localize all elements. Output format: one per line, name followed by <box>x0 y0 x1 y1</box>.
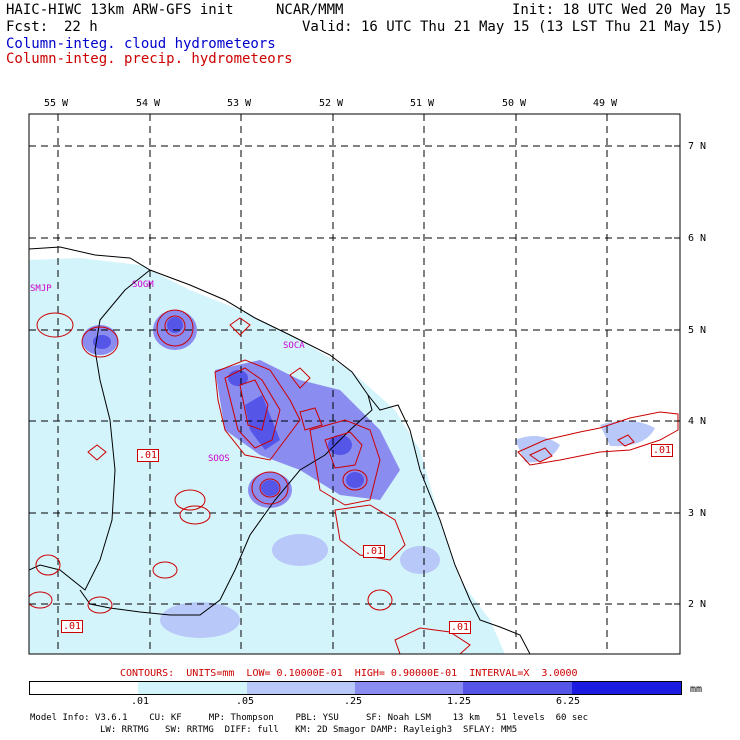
lon-label-54w: 54 W <box>136 98 161 109</box>
scale-swatch-3 <box>355 682 463 694</box>
model-info-line1: Model Info: V3.6.1 CU: KF MP: Thompson P… <box>30 713 589 723</box>
scale-swatch-2 <box>247 682 355 694</box>
color-scale-bar <box>29 681 682 695</box>
lon-label-52w: 52 W <box>319 98 344 109</box>
lon-label-51w: 51 W <box>410 98 435 109</box>
lon-label-53w: 53 W <box>227 98 252 109</box>
scale-tick-1: .05 <box>236 696 255 707</box>
contour-label: .01 <box>61 620 84 633</box>
lon-label-49w: 49 W <box>593 98 618 109</box>
lon-label-50w: 50 W <box>502 98 527 109</box>
scale-swatch-0 <box>30 682 138 694</box>
lat-label-7n: 7 N <box>688 141 707 152</box>
frame-ticks <box>57 114 680 605</box>
scale-tick-3: 1.25 <box>447 696 472 707</box>
model-info-line2: LW: RRTMG SW: RRTMG DIFF: full KM: 2D Sm… <box>100 725 518 735</box>
lat-label-2n: 2 N <box>688 599 707 610</box>
scale-unit: mm <box>690 684 703 695</box>
scale-swatch-1 <box>138 682 247 694</box>
contour-label: .01 <box>363 545 386 558</box>
field-cloud-label: Column-integ. cloud hydrometeors <box>6 36 276 52</box>
scale-tick-2: .25 <box>344 696 363 707</box>
lon-label-55w: 55 W <box>44 98 69 109</box>
scale-tick-4: 6.25 <box>556 696 581 707</box>
contour-label: .01 <box>651 444 674 457</box>
fcst-label: Fcst: <box>6 19 49 35</box>
lat-label-3n: 3 N <box>688 508 707 519</box>
fcst-value: 22 h <box>64 19 98 35</box>
scale-tick-0: .01 <box>131 696 150 707</box>
hydrometeor-fill <box>29 258 655 654</box>
init-time: Init: 18 UTC Wed 20 May 15 <box>512 2 732 18</box>
station-smjp: SMJP <box>30 284 52 294</box>
station-soca: SOCA <box>283 341 305 351</box>
lat-label-4n: 4 N <box>688 416 707 427</box>
station-soos: SOOS <box>208 454 230 464</box>
scale-swatch-5 <box>572 682 681 694</box>
lat-lon-grid <box>29 114 680 654</box>
scale-swatch-4 <box>463 682 572 694</box>
map-frame <box>28 113 681 655</box>
contours-info: CONTOURS: UNITS=mm LOW= 0.10000E-01 HIGH… <box>120 668 578 679</box>
contour-label: .01 <box>137 449 160 462</box>
station-sogm: SOGM <box>132 280 154 290</box>
org-label: NCAR/MMM <box>276 2 344 18</box>
lat-label-6n: 6 N <box>688 233 707 244</box>
lat-label-5n: 5 N <box>688 325 707 336</box>
contour-label: .01 <box>449 621 472 634</box>
model-title: HAIC-HIWC 13km ARW-GFS init <box>6 2 234 18</box>
valid-time: Valid: 16 UTC Thu 21 May 15 (13 LST Thu … <box>302 19 724 35</box>
coastline <box>29 246 531 654</box>
precip-contours <box>29 309 679 654</box>
field-precip-label: Column-integ. precip. hydrometeors <box>6 51 293 67</box>
